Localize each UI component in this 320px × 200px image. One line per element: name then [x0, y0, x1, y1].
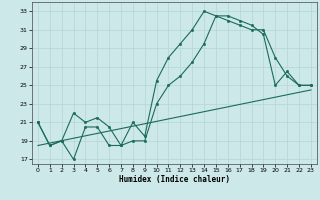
X-axis label: Humidex (Indice chaleur): Humidex (Indice chaleur) [119, 175, 230, 184]
